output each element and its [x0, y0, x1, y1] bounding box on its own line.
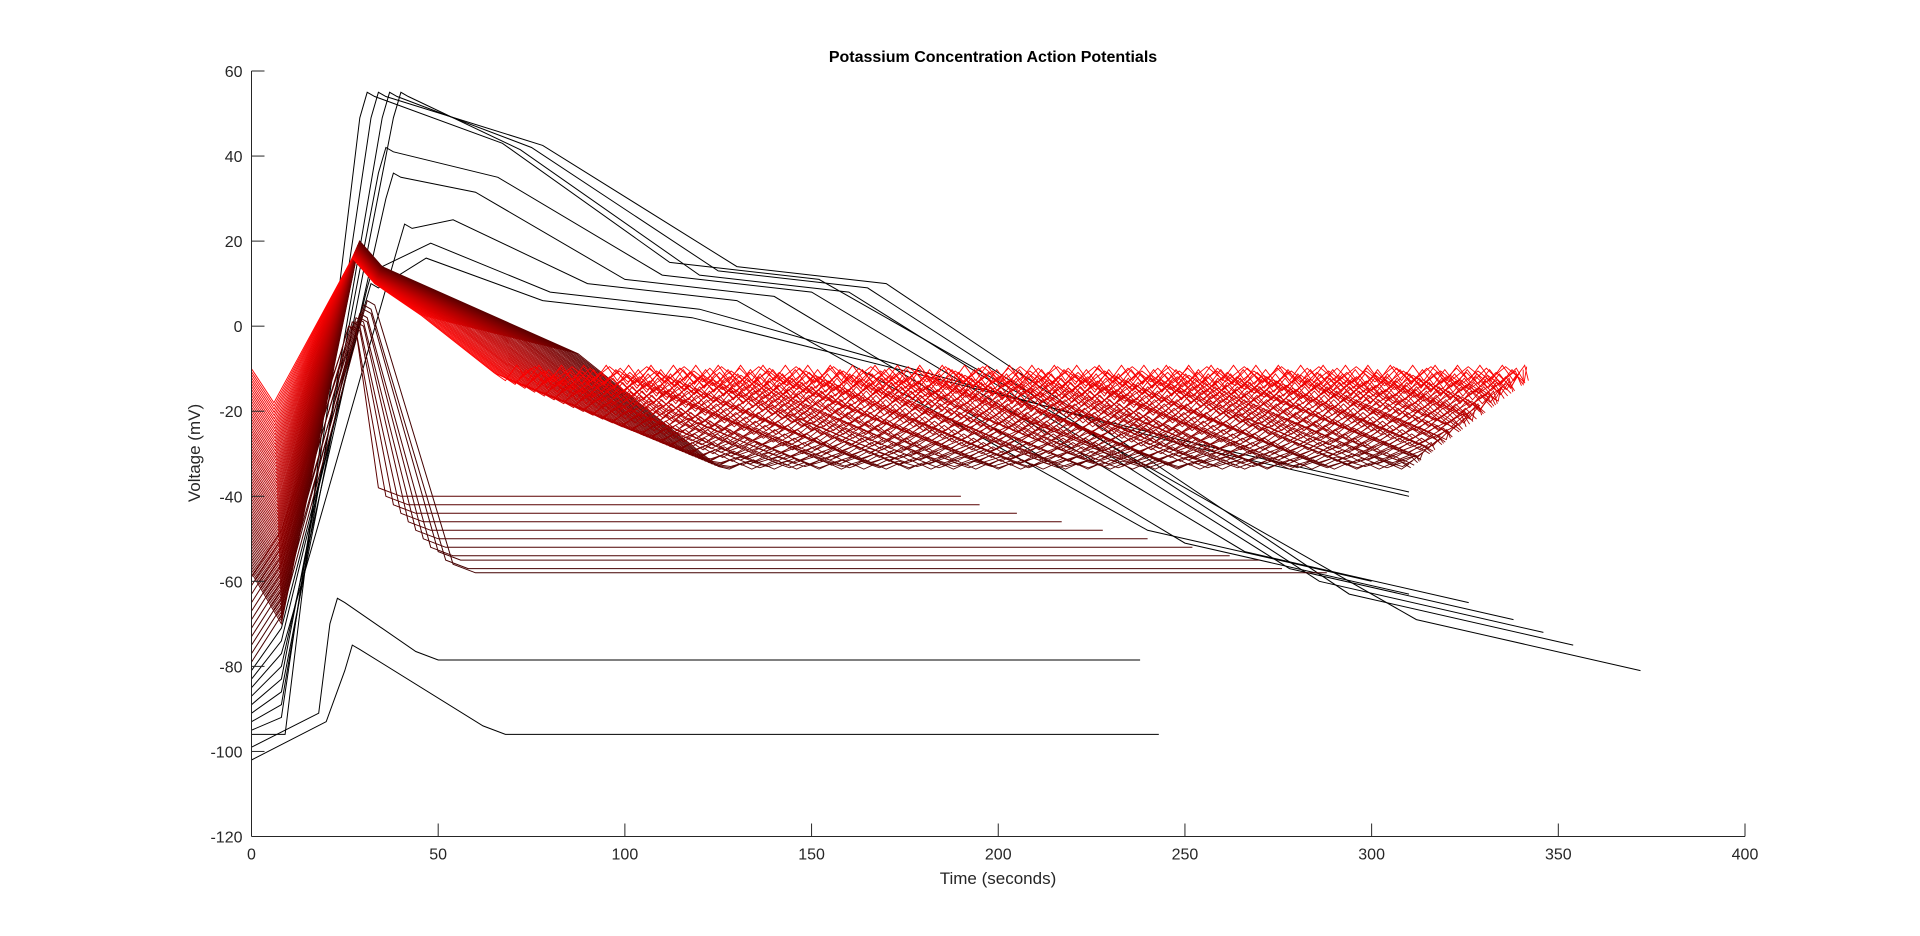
x-ticks: 0 50 100 150 200 250 300 350 400	[247, 823, 1759, 864]
series-line	[251, 91, 1641, 735]
y-tick-label: -80	[219, 659, 242, 676]
series-line	[251, 252, 1493, 472]
x-tick-label: 0	[247, 847, 256, 864]
x-tick-label: 100	[612, 847, 639, 864]
series-line	[251, 243, 1430, 587]
y-tick-label: 0	[234, 319, 243, 336]
y-tick-label: -40	[219, 489, 242, 506]
y-tick-label: -120	[210, 830, 242, 847]
x-tick-label: 350	[1545, 847, 1572, 864]
series-line	[251, 644, 1159, 761]
y-tick-label: -100	[210, 744, 242, 761]
series-line	[251, 255, 1517, 427]
series-line	[251, 249, 1477, 500]
y-tick-label: -60	[219, 574, 242, 591]
x-axis-label: Time (seconds)	[940, 869, 1057, 888]
y-tick-label: 60	[225, 64, 243, 81]
series-line	[251, 242, 1425, 597]
series-line	[251, 241, 1418, 610]
plot-area	[251, 91, 1641, 761]
y-tick-label: 20	[225, 234, 243, 251]
x-tick-label: 150	[798, 847, 825, 864]
series-line	[251, 597, 1141, 748]
series-line	[251, 91, 1574, 731]
series-line	[251, 241, 1420, 606]
series-line	[251, 304, 1282, 654]
series-line	[251, 240, 1415, 616]
x-tick-label: 200	[985, 847, 1012, 864]
series-line	[251, 256, 1522, 417]
series-line	[251, 255, 1514, 433]
axes: 0 50 100 150 200 250 300 350 400 -120-100-80-60-…	[210, 64, 1758, 864]
series-line	[251, 257, 1410, 671]
y-tick-label: 40	[225, 149, 243, 166]
series-line	[251, 252, 1498, 462]
series-line	[251, 247, 1458, 536]
series-line	[251, 325, 961, 578]
series-line	[251, 256, 1526, 410]
series-line	[251, 253, 1502, 455]
x-tick-label: 250	[1172, 847, 1199, 864]
series-line	[251, 254, 1507, 446]
x-tick-label: 400	[1732, 847, 1759, 864]
series-line	[251, 257, 1529, 404]
series-line	[251, 246, 1453, 545]
series-line	[251, 316, 1148, 620]
y-tick-label: -20	[219, 404, 242, 421]
series-line	[251, 172, 1410, 697]
series-line	[251, 321, 1103, 612]
series-line	[251, 91, 1514, 714]
x-tick-label: 300	[1358, 847, 1385, 864]
series-line	[251, 244, 1437, 574]
series-line	[251, 299, 1327, 663]
y-ticks: -120 -100 -80 -60 -40 -20 0 20 40 60	[210, 64, 265, 847]
series-line	[251, 241, 1417, 613]
chart-title: Potassium Concentration Action Potential…	[829, 49, 1157, 66]
series-line	[251, 247, 1460, 533]
series-line	[251, 312, 1230, 637]
series-line	[251, 245, 1444, 561]
y-axis-label: Voltage (mV)	[185, 404, 204, 502]
series-line	[251, 255, 1515, 430]
x-tick-label: 50	[429, 847, 447, 864]
series-line	[251, 256, 1524, 414]
